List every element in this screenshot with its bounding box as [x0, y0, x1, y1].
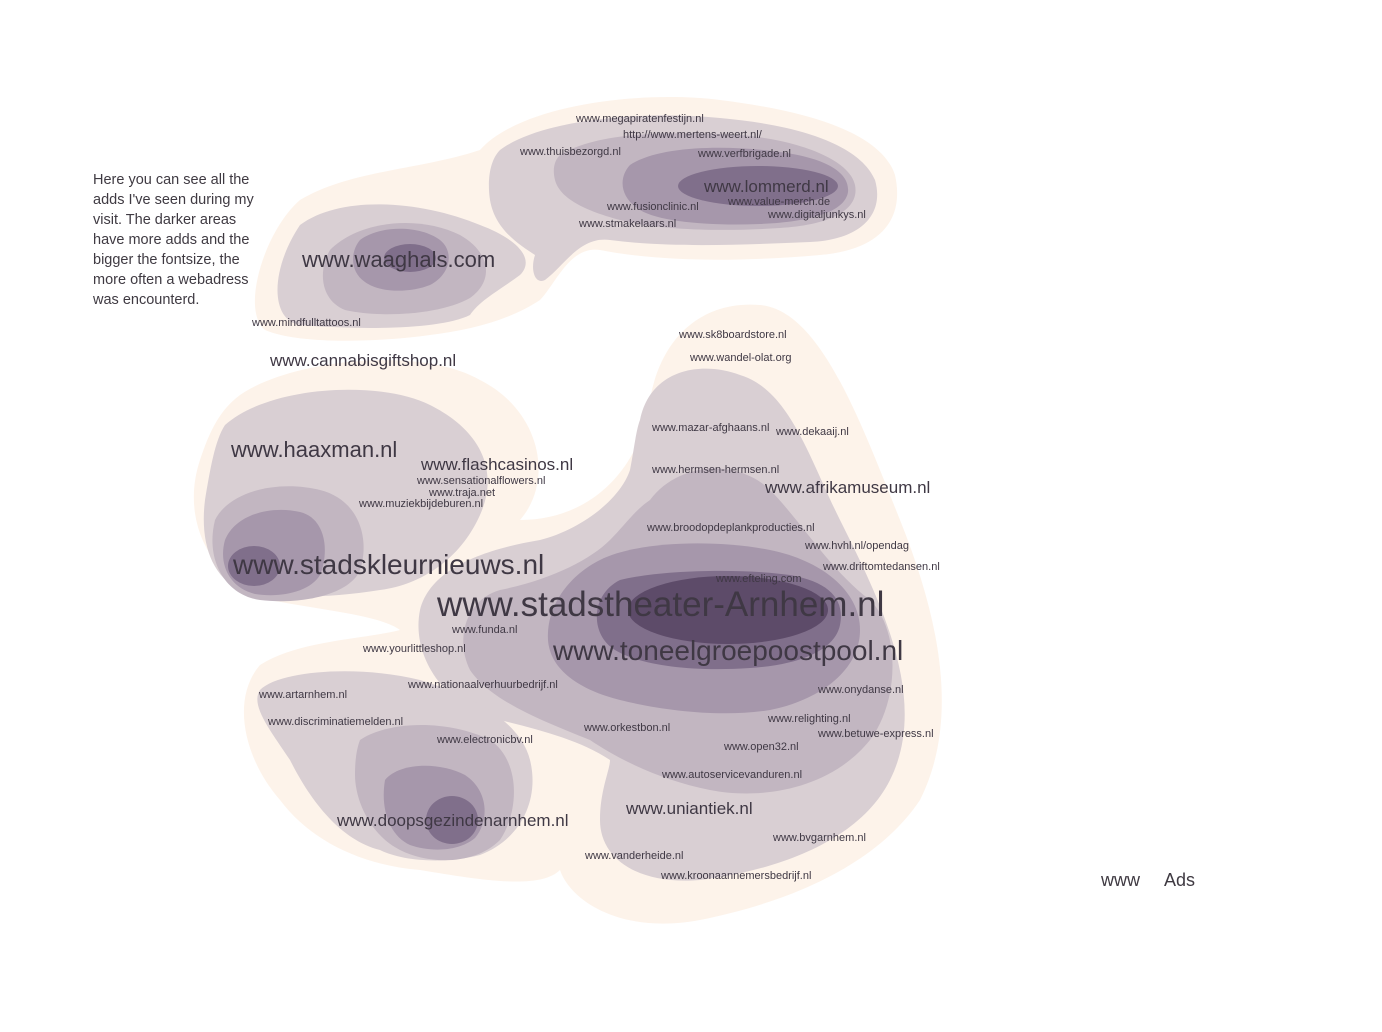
site-label: www.doopsgezindenarnhem.nl — [337, 811, 569, 830]
site-label: www.hermsen-hermsen.nl — [652, 464, 780, 476]
intro-text: Here you can see all the adds I've seen … — [93, 172, 254, 308]
site-label: www.value-merch.de — [728, 196, 831, 208]
site-label: www.bvgarnhem.nl — [773, 832, 866, 844]
site-label: www.dekaaij.nl — [776, 426, 849, 438]
site-label: www.relighting.nl — [768, 713, 851, 725]
site-label: www.yourlittleshop.nl — [363, 643, 466, 655]
site-label: www.sk8boardstore.nl — [679, 329, 787, 341]
legend-ads: Ads — [1164, 870, 1196, 890]
site-label: www.toneelgroepoostpool.nl — [553, 635, 904, 666]
site-label: www.hvhl.nl/opendag — [805, 540, 909, 552]
site-label: www.broodopdeplankproducties.nl — [647, 522, 815, 534]
site-label: www.muziekbijdeburen.nl — [359, 498, 484, 510]
site-label: www.stmakelaars.nl — [579, 218, 677, 230]
site-label: www.mindfulltattoos.nl — [252, 317, 361, 329]
site-label: www.cannabisgiftshop.nl — [270, 351, 457, 370]
site-label: www.open32.nl — [724, 741, 799, 753]
site-label: www.sensationalflowers.nl — [417, 475, 546, 487]
site-label: www.discriminatiemelden.nl — [268, 716, 404, 728]
site-label: www.fusionclinic.nl — [607, 201, 699, 213]
site-label: www.verfbrigade.nl — [698, 148, 791, 160]
site-label: www.vanderheide.nl — [585, 850, 684, 862]
site-label: www.haaxman.nl — [231, 437, 398, 462]
site-label: www.funda.nl — [452, 624, 518, 636]
site-label: www.betuwe-express.nl — [818, 728, 934, 740]
site-label: www.flashcasinos.nl — [421, 455, 574, 474]
site-label: www.afrikamuseum.nl — [765, 478, 931, 497]
site-label: www.digitaljunkys.nl — [768, 209, 866, 221]
site-label: www.mazar-afghaans.nl — [652, 422, 770, 434]
site-label: www.stadstheater-Arnhem.nl — [437, 585, 885, 624]
site-label: www.waaghals.com — [302, 247, 496, 272]
site-label: www.orkestbon.nl — [584, 722, 671, 734]
site-label: www.onydanse.nl — [818, 684, 904, 696]
site-label: www.efteling.com — [716, 573, 802, 585]
site-label: www.driftomtedansen.nl — [823, 561, 940, 573]
site-label: http://www.mertens-weert.nl/ — [623, 129, 762, 141]
site-label: www.lommerd.nl — [704, 177, 829, 196]
site-label: www.wandel-olat.org — [690, 352, 792, 364]
site-label: www.artarnhem.nl — [259, 689, 348, 701]
site-label: www.stadskleurnieuws.nl — [233, 549, 545, 580]
site-label: www.electronicbv.nl — [437, 734, 533, 746]
site-label: www.megapiratenfestijn.nl — [576, 113, 704, 125]
site-label: www.autoservicevanduren.nl — [662, 769, 803, 781]
site-label: www.thuisbezorgd.nl — [520, 146, 621, 158]
site-label: www.traja.net — [429, 487, 496, 499]
site-label: www.kroonaannemersbedrijf.nl — [661, 870, 812, 882]
site-label: www.uniantiek.nl — [626, 799, 753, 818]
site-label: www.nationaalverhuurbedrijf.nl — [408, 679, 558, 691]
density-level-5 — [628, 576, 828, 644]
legend-www: www — [1101, 870, 1140, 890]
